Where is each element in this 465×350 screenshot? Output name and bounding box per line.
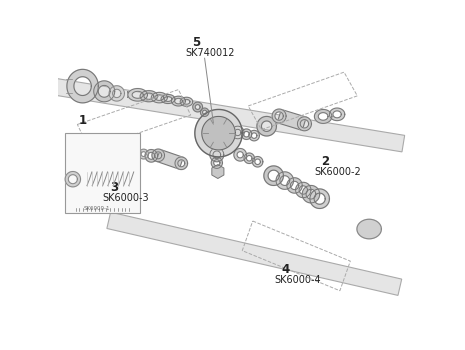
Polygon shape: [202, 117, 235, 150]
Polygon shape: [107, 212, 402, 295]
Polygon shape: [172, 96, 186, 106]
Text: SK740012: SK740012: [186, 48, 235, 58]
Polygon shape: [145, 149, 158, 162]
Polygon shape: [139, 149, 148, 159]
Text: 3: 3: [110, 181, 118, 194]
Polygon shape: [298, 117, 312, 131]
Polygon shape: [234, 148, 246, 161]
Polygon shape: [109, 86, 125, 101]
Text: 4: 4: [281, 262, 290, 275]
Polygon shape: [195, 110, 242, 157]
Polygon shape: [241, 129, 252, 139]
Polygon shape: [211, 157, 222, 168]
Polygon shape: [257, 117, 276, 136]
Bar: [65, 133, 140, 214]
Text: SK6000-4: SK6000-4: [274, 275, 321, 285]
Text: 5: 5: [193, 36, 201, 49]
Polygon shape: [65, 172, 80, 187]
Polygon shape: [152, 149, 165, 162]
Polygon shape: [287, 178, 302, 193]
Polygon shape: [232, 126, 244, 139]
Polygon shape: [180, 97, 193, 106]
Polygon shape: [156, 149, 183, 169]
Polygon shape: [67, 69, 98, 103]
Polygon shape: [140, 91, 158, 102]
Polygon shape: [212, 164, 224, 178]
Polygon shape: [277, 110, 306, 131]
Text: 1: 1: [79, 114, 86, 127]
Polygon shape: [252, 156, 263, 167]
Polygon shape: [133, 148, 141, 156]
Text: SK6000-2: SK6000-2: [314, 167, 361, 177]
Polygon shape: [128, 89, 147, 101]
Polygon shape: [175, 157, 187, 169]
Bar: [126, 91, 132, 97]
Polygon shape: [314, 110, 332, 124]
Polygon shape: [329, 108, 345, 121]
Polygon shape: [310, 189, 329, 209]
Polygon shape: [357, 219, 381, 239]
Polygon shape: [193, 102, 203, 112]
Polygon shape: [244, 153, 254, 163]
Polygon shape: [302, 186, 319, 203]
Text: SK6000-1: SK6000-1: [83, 206, 110, 211]
Text: 2: 2: [321, 155, 330, 168]
Polygon shape: [296, 182, 311, 198]
Polygon shape: [161, 94, 175, 104]
Polygon shape: [94, 81, 115, 102]
Polygon shape: [249, 131, 259, 141]
Text: SK6000-3: SK6000-3: [103, 193, 149, 203]
Polygon shape: [50, 78, 405, 152]
Polygon shape: [200, 108, 209, 117]
Polygon shape: [264, 166, 283, 186]
Polygon shape: [210, 148, 224, 162]
Polygon shape: [276, 172, 293, 189]
Polygon shape: [151, 92, 167, 103]
Polygon shape: [272, 109, 286, 123]
